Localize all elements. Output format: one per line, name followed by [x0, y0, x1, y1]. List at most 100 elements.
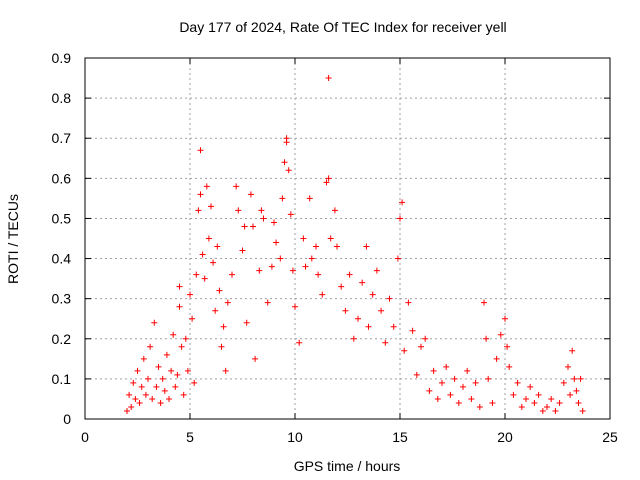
data-point — [136, 399, 143, 406]
data-point — [271, 219, 277, 226]
y-axis-label: ROTI / TECUs — [5, 194, 21, 284]
data-point — [497, 331, 504, 338]
y-tick-label: 0.6 — [52, 170, 72, 186]
data-point — [201, 275, 208, 282]
data-point — [418, 343, 424, 350]
data-point — [544, 403, 550, 410]
data-point — [308, 255, 315, 262]
x-tick-label: 15 — [392, 429, 408, 445]
data-point — [243, 319, 250, 326]
data-point — [527, 383, 534, 390]
data-point — [363, 243, 370, 250]
data-point — [342, 307, 349, 314]
data-point — [346, 271, 353, 278]
data-point — [552, 407, 559, 414]
data-point — [287, 211, 294, 218]
data-point — [489, 399, 496, 406]
data-point — [151, 319, 158, 326]
y-tick-label: 0.5 — [52, 210, 72, 226]
data-point — [434, 395, 441, 402]
data-point — [189, 315, 196, 322]
data-point — [313, 243, 319, 250]
data-point — [382, 339, 389, 346]
chart-title: Day 177 of 2024, Rate Of TEC Index for r… — [179, 19, 506, 35]
data-point — [518, 403, 525, 410]
data-point — [539, 407, 546, 414]
axis-ticks: 0 5 10 15 20 25 0 0.1 0.2 0.3 0.4 0.5 0.6 0.7 0.8 0.9 — [52, 50, 618, 445]
data-point — [184, 367, 191, 374]
x-tick-label: 10 — [287, 429, 303, 445]
data-point — [373, 267, 380, 274]
data-point — [205, 235, 212, 242]
data-point — [464, 367, 471, 374]
data-point — [506, 363, 513, 370]
data-point — [176, 303, 183, 310]
data-point — [485, 375, 492, 382]
data-point — [571, 375, 578, 382]
data-point — [413, 371, 420, 378]
data-point — [281, 159, 288, 166]
data-point — [277, 255, 284, 262]
data-point — [451, 375, 458, 382]
data-point — [126, 391, 133, 398]
data-point — [239, 247, 246, 254]
data-point — [166, 395, 172, 402]
data-point — [187, 291, 193, 298]
data-point — [145, 375, 151, 382]
data-point — [338, 283, 345, 290]
data-point — [569, 347, 576, 354]
data-point — [560, 379, 567, 386]
data-point — [504, 343, 511, 350]
data-points — [124, 75, 586, 414]
data-point — [157, 399, 164, 406]
data-point — [306, 195, 313, 202]
data-point — [214, 243, 221, 250]
data-point — [258, 207, 265, 214]
data-point — [130, 379, 137, 386]
y-tick-label: 0.4 — [52, 251, 72, 267]
data-point — [197, 191, 204, 198]
y-tick-label: 0.1 — [52, 371, 72, 387]
data-point — [147, 343, 154, 350]
y-tick-label: 0.3 — [52, 291, 72, 307]
data-point — [483, 335, 490, 342]
data-point — [401, 347, 408, 354]
data-point — [172, 383, 179, 390]
data-point — [323, 179, 330, 186]
data-point — [264, 299, 271, 306]
data-point — [327, 235, 334, 242]
data-point — [138, 383, 145, 390]
data-point — [476, 403, 483, 410]
data-point — [197, 147, 204, 154]
data-point — [300, 235, 307, 242]
data-point — [216, 287, 223, 294]
data-point — [132, 395, 139, 402]
data-point — [260, 215, 267, 222]
data-point — [535, 391, 542, 398]
data-point — [365, 323, 372, 330]
data-point — [430, 367, 437, 374]
data-point — [128, 403, 135, 410]
data-point — [455, 399, 462, 406]
x-tick-label: 25 — [602, 429, 618, 445]
data-point — [315, 271, 322, 278]
data-point — [155, 363, 162, 370]
data-point — [468, 395, 475, 402]
data-point — [233, 183, 240, 190]
data-point — [174, 371, 181, 378]
data-point — [359, 279, 366, 286]
data-point — [163, 351, 170, 358]
data-point — [390, 323, 397, 330]
data-point — [443, 363, 450, 370]
y-tick-label: 0.8 — [52, 90, 72, 106]
data-point — [153, 383, 160, 390]
data-point — [178, 343, 185, 350]
data-point — [472, 379, 479, 386]
data-point — [296, 339, 303, 346]
y-tick-label: 0 — [63, 411, 71, 427]
data-point — [203, 183, 210, 190]
data-point — [199, 251, 206, 258]
data-point — [369, 291, 376, 298]
data-point — [124, 407, 130, 414]
data-point — [289, 267, 296, 274]
